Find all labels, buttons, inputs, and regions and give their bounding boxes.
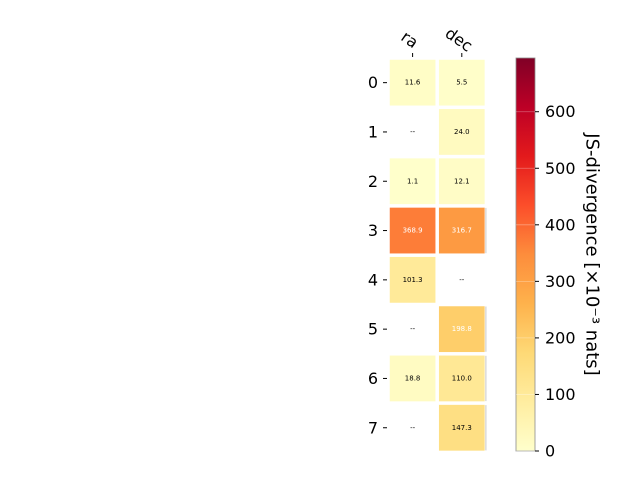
heatmap-cells bbox=[388, 58, 486, 452]
heatmap-cell-r3-c1 bbox=[437, 206, 486, 255]
cell-label-r7-c0: -- bbox=[410, 424, 416, 432]
cell-label-r7-c1: 147.3 bbox=[452, 424, 472, 432]
heatmap-cell-r5-c1 bbox=[437, 305, 486, 354]
cell-label-r4-c1: -- bbox=[459, 276, 465, 284]
cell-label-r1-c0: -- bbox=[410, 128, 416, 136]
cell-label-r0-c0: 11.6 bbox=[405, 79, 421, 87]
cell-label-r6-c0: 18.8 bbox=[405, 374, 421, 382]
row-tick-label-7: 7 bbox=[368, 418, 378, 437]
colorbar-tick-label-6: 600 bbox=[545, 102, 576, 121]
row-tick-label-0: 0 bbox=[368, 73, 378, 92]
cell-label-r2-c0: 1.1 bbox=[407, 177, 418, 185]
heatmap-cell-r1-c1 bbox=[437, 108, 486, 156]
cell-label-r5-c0: -- bbox=[410, 325, 416, 333]
heatmap-cell-r6-c0 bbox=[388, 354, 437, 403]
col-tick-label-1: dec bbox=[442, 23, 476, 55]
row-tick-label-4: 4 bbox=[368, 270, 378, 289]
row-tick-label-3: 3 bbox=[368, 221, 378, 240]
heatmap-cell-r0-c1 bbox=[437, 58, 486, 107]
row-tick-label-6: 6 bbox=[368, 369, 378, 388]
colorbar-tick-label-3: 300 bbox=[545, 272, 576, 291]
heatmap-cell-r6-c1 bbox=[437, 354, 486, 403]
heatmap-cell-r7-c1 bbox=[437, 403, 486, 452]
cell-label-r6-c1: 110.0 bbox=[452, 374, 472, 382]
heatmap-cell-r3-c0 bbox=[388, 206, 437, 255]
colorbar: 0 100 200 300 400 500 600 JS-divergence [×10⁻³ … bbox=[515, 57, 603, 461]
cell-label-r3-c0: 368.9 bbox=[403, 227, 423, 235]
row-tick-label-2: 2 bbox=[368, 172, 378, 191]
cell-label-r1-c1: 24.0 bbox=[454, 128, 470, 136]
colorbar-tick-label-2: 200 bbox=[545, 328, 576, 347]
heatmap-cell-r0-c0 bbox=[388, 58, 437, 107]
heatmap-cell-r2-c0 bbox=[388, 157, 437, 206]
colorbar-tick-label-4: 400 bbox=[545, 215, 576, 234]
cell-label-r0-c1: 5.5 bbox=[456, 79, 467, 87]
heatmap-cell-r4-c0 bbox=[388, 255, 437, 304]
row-tick-label-1: 1 bbox=[368, 122, 378, 141]
cell-label-r3-c1: 316.7 bbox=[452, 227, 472, 235]
colorbar-tick-label-5: 500 bbox=[545, 159, 576, 178]
heatmap-cell-r2-c1 bbox=[437, 157, 486, 206]
colorbar-bar bbox=[515, 57, 536, 452]
row-tick-label-5: 5 bbox=[368, 320, 378, 339]
colorbar-label: JS-divergence [×10⁻³ nats] bbox=[582, 132, 603, 375]
cell-label-r4-c0: 101.3 bbox=[403, 276, 423, 284]
cell-label-r5-c1: 198.8 bbox=[452, 325, 472, 333]
colorbar-tick-label-1: 100 bbox=[545, 385, 576, 404]
heatmap-cell-labels: 11.6 5.5 -- 24.0 1.1 12.1 368.9 316.7 101.3 -- -- 1… bbox=[403, 79, 472, 432]
cell-label-r2-c1: 12.1 bbox=[454, 177, 470, 185]
colorbar-tick-label-0: 0 bbox=[545, 442, 555, 461]
col-tick-label-0: ra bbox=[398, 27, 422, 52]
